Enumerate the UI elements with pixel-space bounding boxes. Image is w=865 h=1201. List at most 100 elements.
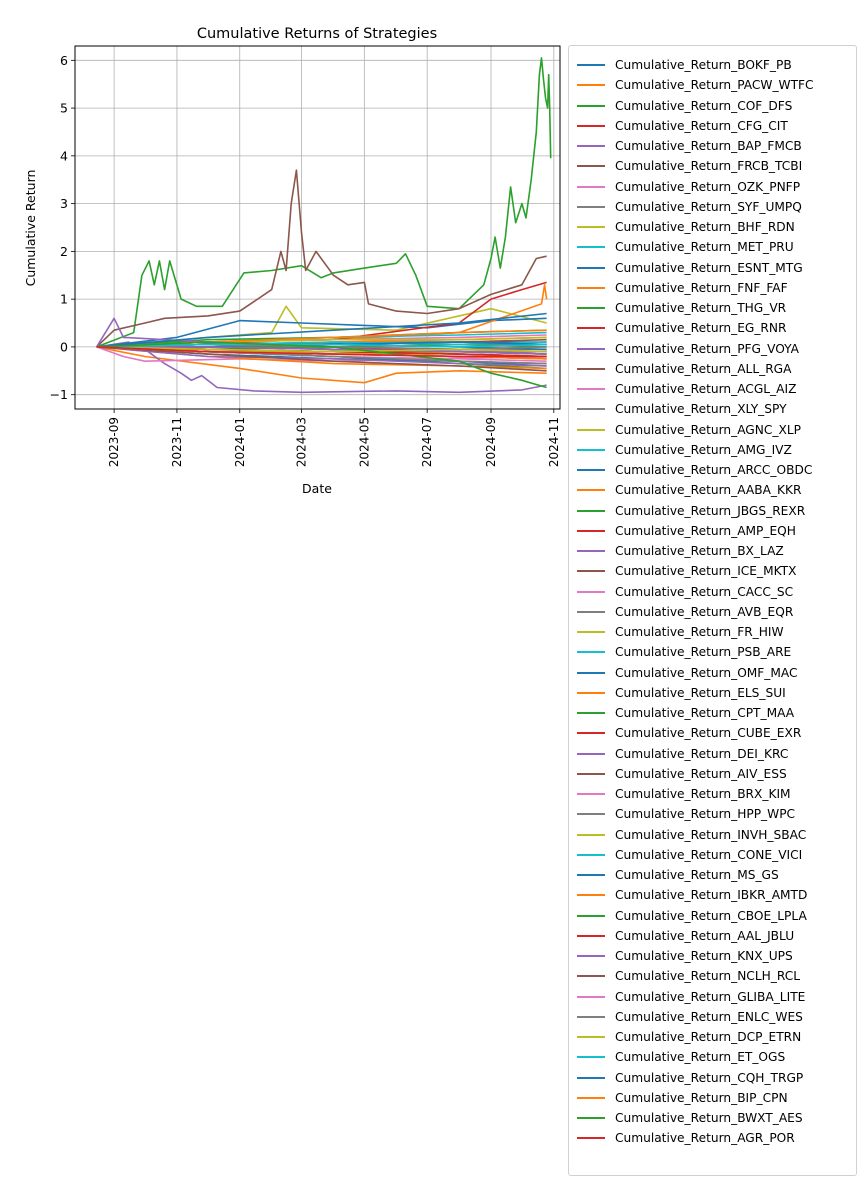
- legend-label: Cumulative_Return_PACW_WTFC: [615, 78, 814, 93]
- legend-label: Cumulative_Return_KNX_UPS: [615, 949, 793, 964]
- legend-label: Cumulative_Return_MET_PRU: [615, 240, 794, 255]
- legend-label: Cumulative_Return_NCLH_RCL: [615, 969, 801, 984]
- legend-swatch: [577, 752, 605, 755]
- legend-entry: Cumulative_Return_CQH_TRGP: [575, 1068, 856, 1088]
- y-tick-label: 3: [60, 196, 68, 211]
- legend-label: Cumulative_Return_BHF_RDN: [615, 220, 795, 235]
- legend-swatch: [577, 934, 605, 937]
- legend-swatch: [577, 428, 605, 431]
- legend-label: Cumulative_Return_COF_DFS: [615, 98, 793, 113]
- y-axis-label: Cumulative Return: [23, 170, 38, 287]
- legend-label: Cumulative_Return_OZK_PNFP: [615, 179, 801, 194]
- legend-swatch: [577, 894, 605, 897]
- legend-entry: Cumulative_Return_COF_DFS: [575, 96, 856, 116]
- legend-swatch: [577, 84, 605, 87]
- legend-entry: Cumulative_Return_BIP_CPN: [575, 1088, 856, 1108]
- legend-swatch: [577, 1076, 605, 1079]
- legend-entry: Cumulative_Return_NCLH_RCL: [575, 966, 856, 986]
- legend-entry: Cumulative_Return_FRCB_TCBI: [575, 156, 856, 176]
- legend-label: Cumulative_Return_CUBE_EXR: [615, 726, 802, 741]
- legend-swatch: [577, 1117, 605, 1120]
- legend-entry: Cumulative_Return_MET_PRU: [575, 237, 856, 257]
- legend-entry: Cumulative_Return_DEI_KRC: [575, 744, 856, 764]
- legend-swatch: [577, 732, 605, 735]
- legend-entry: Cumulative_Return_SYF_UMPQ: [575, 197, 856, 217]
- legend-label: Cumulative_Return_BOKF_PB: [615, 58, 792, 73]
- legend-entry: Cumulative_Return_CPT_MAA: [575, 703, 856, 723]
- legend-entry: Cumulative_Return_HPP_WPC: [575, 804, 856, 824]
- y-tick-label: 2: [60, 244, 68, 259]
- legend-entry: Cumulative_Return_PACW_WTFC: [575, 75, 856, 95]
- legend-swatch: [577, 1137, 605, 1140]
- legend-entry: Cumulative_Return_ESNT_MTG: [575, 258, 856, 278]
- legend-label: Cumulative_Return_CBOE_LPLA: [615, 908, 807, 923]
- legend-entry: Cumulative_Return_BRX_KIM: [575, 784, 856, 804]
- legend-entry: Cumulative_Return_BAP_FMCB: [575, 136, 856, 156]
- y-tick-label: 4: [60, 148, 68, 163]
- legend-entry: Cumulative_Return_AGR_POR: [575, 1128, 856, 1148]
- legend-swatch: [577, 813, 605, 816]
- legend-entry: Cumulative_Return_ENLC_WES: [575, 1007, 856, 1027]
- legend-entry: Cumulative_Return_AVB_EQR: [575, 602, 856, 622]
- legend-label: Cumulative_Return_BWXT_AES: [615, 1111, 803, 1126]
- legend-entry: Cumulative_Return_ACGL_AIZ: [575, 379, 856, 399]
- legend-entry: Cumulative_Return_MS_GS: [575, 865, 856, 885]
- legend-swatch: [577, 307, 605, 310]
- y-tick-label: 5: [60, 101, 68, 116]
- y-tick-label: 1: [60, 292, 68, 307]
- legend-label: Cumulative_Return_AGR_POR: [615, 1131, 795, 1146]
- legend-swatch: [577, 205, 605, 208]
- x-tick-label: 2023-09: [107, 417, 121, 467]
- legend-label: Cumulative_Return_AIV_ESS: [615, 766, 787, 781]
- legend-label: Cumulative_Return_OMF_MAC: [615, 665, 798, 680]
- legend-swatch: [577, 853, 605, 856]
- legend-swatch: [577, 104, 605, 107]
- legend-label: Cumulative_Return_SYF_UMPQ: [615, 199, 802, 214]
- x-tick-label: 2024-01: [233, 417, 247, 467]
- legend-swatch: [577, 1015, 605, 1018]
- legend-entry: Cumulative_Return_OZK_PNFP: [575, 177, 856, 197]
- legend-swatch: [577, 165, 605, 168]
- legend: Cumulative_Return_BOKF_PB Cumulative_Retu…: [568, 45, 857, 1176]
- series-line: [96, 312, 547, 348]
- legend-swatch: [577, 226, 605, 229]
- legend-entry: Cumulative_Return_AAL_JBLU: [575, 926, 856, 946]
- series-line: [96, 346, 547, 355]
- legend-entry: Cumulative_Return_ICE_MKTX: [575, 561, 856, 581]
- legend-label: Cumulative_Return_ARCC_OBDC: [615, 463, 813, 478]
- series-line: [96, 341, 547, 389]
- legend-label: Cumulative_Return_DCP_ETRN: [615, 1030, 802, 1045]
- x-tick-label: 2024-09: [484, 417, 498, 467]
- legend-entry: Cumulative_Return_BOKF_PB: [575, 55, 856, 75]
- legend-label: Cumulative_Return_AVB_EQR: [615, 604, 794, 619]
- legend-entry: Cumulative_Return_CBOE_LPLA: [575, 906, 856, 926]
- legend-entry: Cumulative_Return_DCP_ETRN: [575, 1027, 856, 1047]
- legend-label: Cumulative_Return_INVH_SBAC: [615, 827, 807, 842]
- legend-entry: Cumulative_Return_AABA_KKR: [575, 480, 856, 500]
- legend-entry: Cumulative_Return_GLIBA_LITE: [575, 987, 856, 1007]
- series-line: [96, 57, 552, 348]
- series-line: [96, 346, 547, 358]
- legend-swatch: [577, 610, 605, 613]
- legend-label: Cumulative_Return_BX_LAZ: [615, 544, 784, 559]
- x-tick-label: 2024-05: [357, 417, 371, 467]
- legend-entry: Cumulative_Return_OMF_MAC: [575, 663, 856, 683]
- legend-label: Cumulative_Return_FR_HIW: [615, 625, 784, 640]
- legend-swatch: [577, 975, 605, 978]
- legend-swatch: [577, 995, 605, 998]
- legend-label: Cumulative_Return_CONE_VICI: [615, 847, 803, 862]
- legend-entry: Cumulative_Return_EG_RNR: [575, 318, 856, 338]
- legend-swatch: [577, 408, 605, 411]
- legend-swatch: [577, 145, 605, 148]
- legend-entry: Cumulative_Return_ALL_RGA: [575, 359, 856, 379]
- legend-entry: Cumulative_Return_AMP_EQH: [575, 521, 856, 541]
- legend-label: Cumulative_Return_MS_GS: [615, 868, 779, 883]
- legend-swatch: [577, 874, 605, 877]
- legend-label: Cumulative_Return_BRX_KIM: [615, 787, 791, 802]
- legend-entry: Cumulative_Return_CACC_SC: [575, 582, 856, 602]
- series-line: [96, 346, 547, 384]
- legend-swatch: [577, 1056, 605, 1059]
- legend-swatch: [577, 529, 605, 532]
- legend-swatch: [577, 955, 605, 958]
